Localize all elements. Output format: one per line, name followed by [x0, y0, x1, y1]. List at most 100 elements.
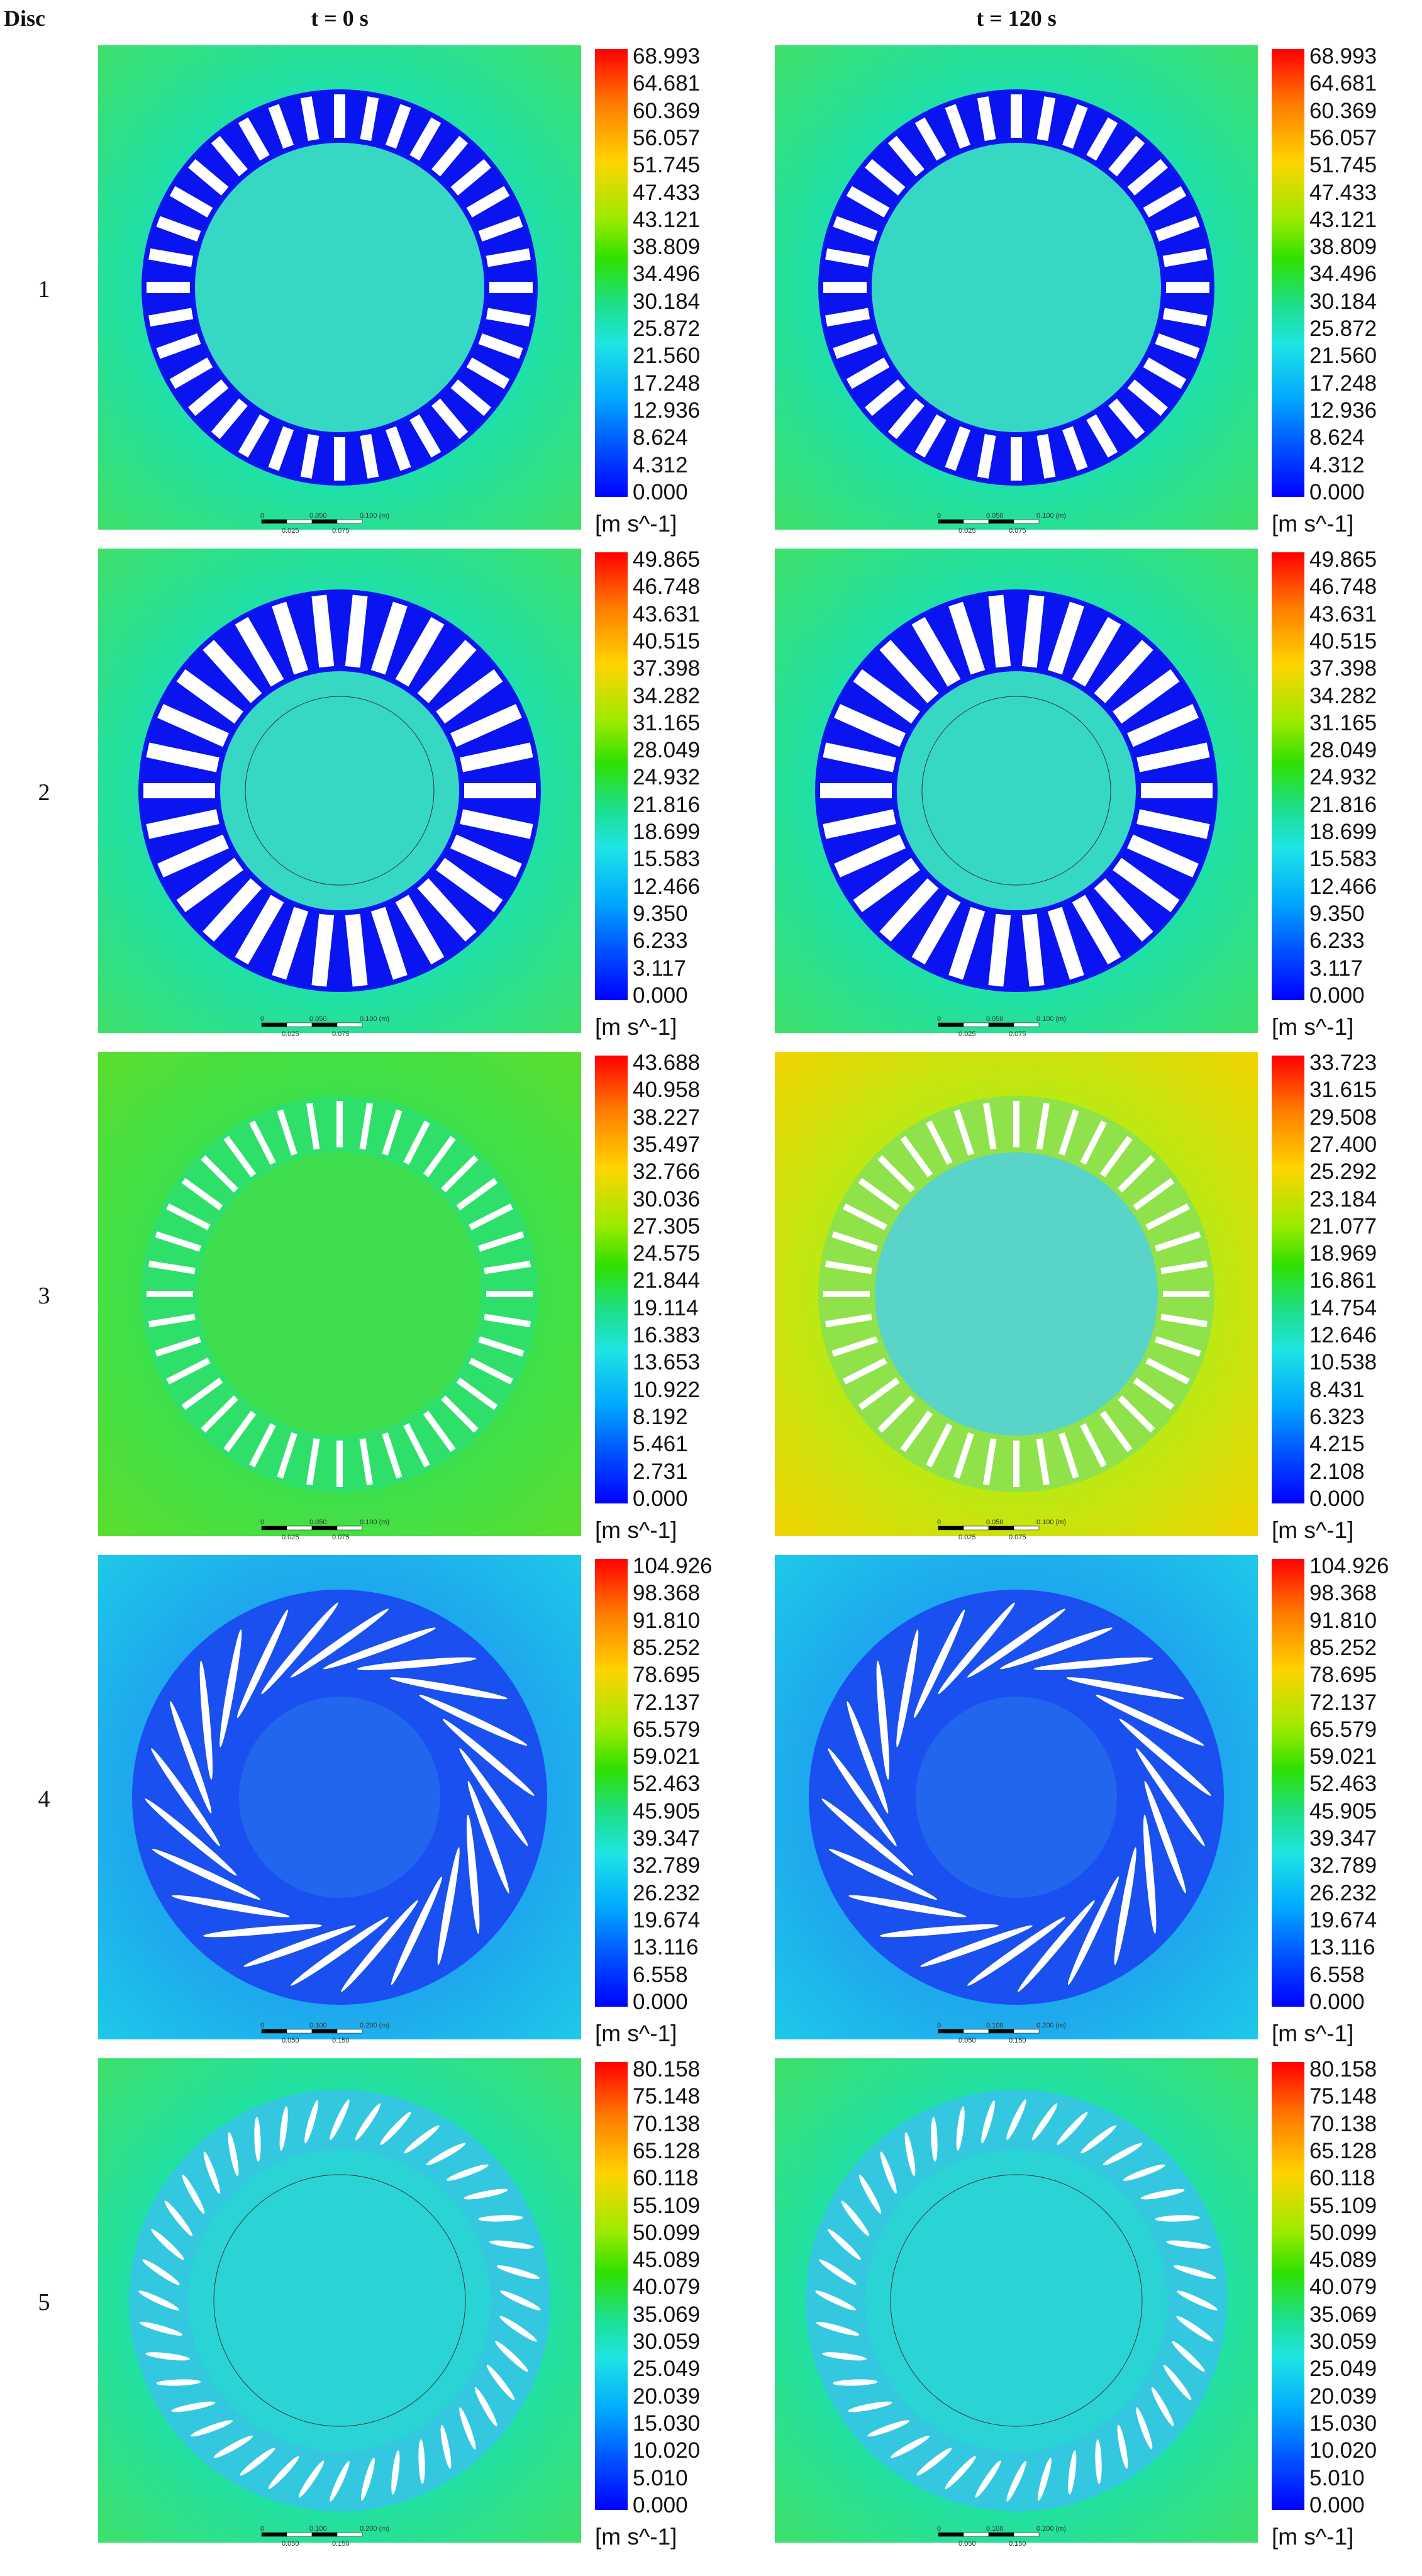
legend-tick-label: 5.010	[633, 2465, 688, 2490]
blade	[1018, 1900, 1095, 1992]
legend-tick-label: 37.398	[1309, 656, 1377, 681]
legend-tick-label: 19.674	[1309, 1907, 1377, 1932]
scale-bar-label: 0.150	[1009, 2037, 1026, 2044]
blade	[460, 742, 533, 772]
blade	[409, 117, 442, 161]
legend-tick-label: 39.347	[633, 1826, 701, 1851]
blade	[876, 1660, 890, 1780]
legend-tick-label: 75.148	[1309, 2084, 1377, 2109]
blade	[865, 379, 906, 416]
blade	[261, 1602, 338, 1695]
blade	[459, 1748, 528, 1846]
legend-tick-label: 46.748	[1309, 574, 1377, 599]
blade	[330, 2461, 350, 2502]
blade	[211, 136, 248, 177]
blade	[1151, 2387, 1174, 2427]
blade	[164, 2200, 193, 2236]
blade	[355, 2103, 381, 2141]
legend-tick-label: 38.227	[633, 1105, 701, 1130]
blade	[1031, 2103, 1058, 2141]
blade	[166, 1203, 211, 1230]
legend-tick-label: 27.305	[633, 1213, 701, 1239]
length-scale: 0 0.050 0.100 (m) 0.025 0.075	[249, 1519, 413, 1544]
legend-tick-label: 18.699	[1309, 820, 1377, 844]
hub-circle	[921, 696, 1111, 886]
blade	[334, 94, 345, 138]
blade	[417, 878, 477, 942]
blade	[474, 2387, 497, 2427]
scale-bar-label: 0	[937, 1519, 942, 1526]
blade	[1099, 1135, 1133, 1178]
legend-tick-label: 12.466	[633, 874, 701, 899]
blade	[914, 414, 947, 458]
blade	[1113, 669, 1180, 724]
legend-tick-label: 98.368	[1309, 1581, 1377, 1606]
blade	[931, 2117, 938, 2162]
scale-bar	[261, 1525, 363, 1531]
legend-unit: [m s^-1]	[1272, 511, 1354, 537]
legend-tick-label: 0.000	[1309, 1989, 1365, 2014]
scale-bar-label: 0.025	[958, 1030, 976, 1038]
blade	[437, 1847, 460, 1965]
legend-tick-label: 10.922	[633, 1377, 701, 1402]
legend-tick-label: 104.926	[633, 1554, 713, 1578]
contour-plot	[98, 45, 581, 530]
blade	[834, 704, 906, 747]
scale-bar-label: 0.050	[986, 512, 1004, 520]
legend-tick-label: 0.000	[633, 983, 688, 1008]
blade	[1080, 1423, 1107, 1468]
disc-number-label: 3	[38, 1283, 50, 1309]
blade	[1143, 357, 1187, 389]
velocity-legend: 80.158 75.148 70.138 65.128 60.118 55.109 50.0…	[595, 2058, 758, 2555]
legend-tick-label: 55.109	[1309, 2193, 1377, 2218]
blade	[1036, 433, 1056, 479]
legend-tick-label: 50.099	[1309, 2220, 1377, 2245]
legend-tick-label: 15.030	[1309, 2411, 1377, 2436]
blade	[145, 2352, 190, 2361]
legend-tick-label: 6.323	[1309, 1404, 1365, 1429]
blade	[146, 809, 219, 839]
scale-bar-label: 0.100	[986, 2525, 1004, 2533]
blade	[816, 2322, 860, 2336]
legend-tick-label: 38.809	[633, 235, 701, 260]
blade	[988, 594, 1011, 668]
blade	[243, 1925, 356, 1967]
scale-bar-label: 0.075	[332, 527, 350, 535]
blade	[423, 1410, 456, 1452]
legend-tick-label: 20.039	[633, 2384, 701, 2409]
blade	[843, 1203, 887, 1230]
blade	[298, 2460, 325, 2498]
blade	[484, 1261, 531, 1274]
blade	[877, 1395, 915, 1433]
scale-bar-label: 0.050	[309, 1015, 327, 1023]
blade	[890, 2435, 930, 2458]
scale-bar-label: 0	[937, 2525, 942, 2533]
blade	[825, 1261, 872, 1274]
blade	[1062, 104, 1088, 149]
blade	[489, 2240, 534, 2249]
blade	[182, 2174, 205, 2214]
blade	[821, 1798, 914, 1876]
blade	[203, 878, 262, 942]
blade	[887, 398, 925, 439]
legend-tick-label: 13.116	[633, 1935, 699, 1960]
legend-tick-label: 15.030	[633, 2411, 701, 2436]
blade	[1123, 2164, 1165, 2181]
blade	[142, 2259, 180, 2285]
blade	[446, 2164, 489, 2181]
legend-tick-label: 18.699	[633, 820, 701, 844]
blade	[486, 248, 531, 267]
blade	[236, 1609, 289, 1718]
blade	[1173, 2265, 1217, 2279]
disc-row: 5 0 0.100 0.200 (m) 0.050 0.150 80.158 75.148 70…	[0, 2058, 1422, 2555]
blade	[442, 1719, 535, 1796]
blade	[1099, 1410, 1133, 1452]
blade	[865, 159, 906, 196]
blade	[172, 1895, 290, 1917]
blade	[945, 2456, 976, 2489]
blade	[833, 216, 878, 242]
disc-row: 2 0 0.050 0.100 (m) 0.025 0.075 49.865 46.748 43…	[0, 549, 1422, 1045]
contour-plot	[98, 1555, 581, 2039]
legend-tick-label: 30.184	[633, 289, 701, 314]
scale-bar-label: 0.075	[1009, 527, 1026, 535]
